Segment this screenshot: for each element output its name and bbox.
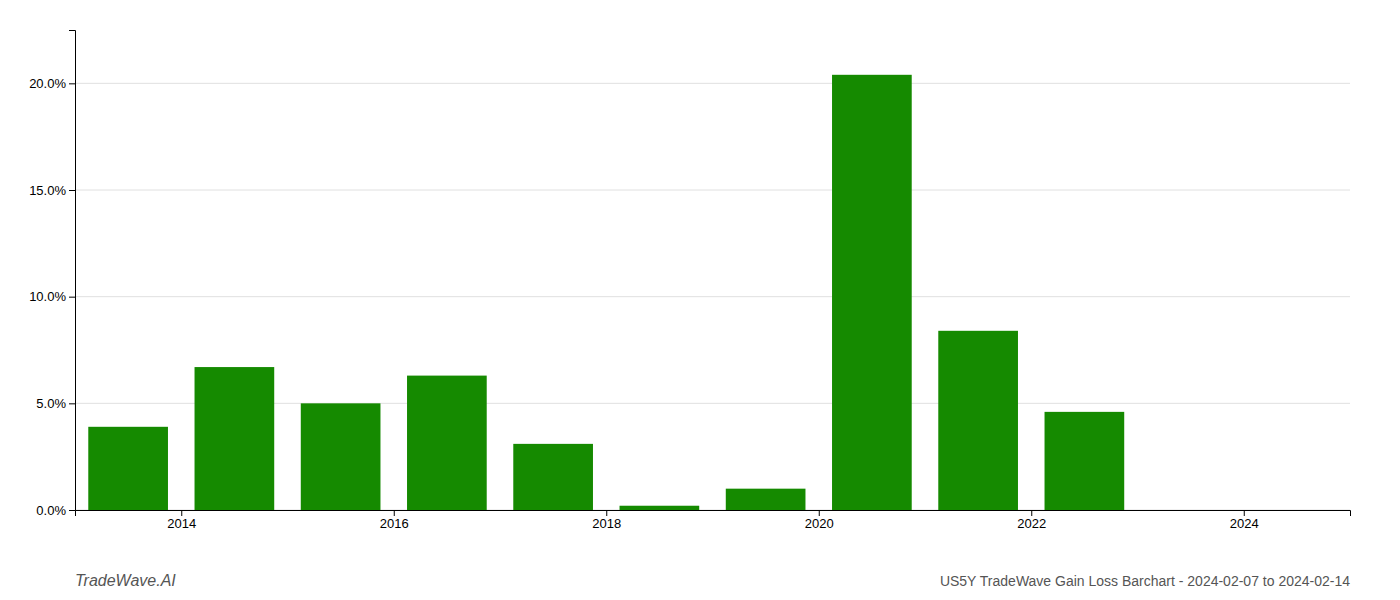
y-tick-label: 10.0% bbox=[29, 289, 66, 304]
x-tick: 2024 bbox=[1230, 510, 1259, 531]
y-tick: 0.0% bbox=[36, 503, 75, 518]
bar bbox=[938, 331, 1018, 510]
bar bbox=[88, 427, 168, 510]
grid-line bbox=[75, 190, 1350, 191]
y-tick-mark bbox=[69, 190, 75, 191]
bar bbox=[1045, 412, 1125, 510]
bar bbox=[513, 444, 593, 510]
x-tick: 2014 bbox=[167, 510, 196, 531]
chart: 2014 2016 2018 2020 2022 2024 0.0% 5.0% 10.0% 15.… bbox=[0, 0, 1400, 600]
y-tick-mark bbox=[69, 83, 75, 84]
bar bbox=[726, 489, 806, 510]
x-tick-mark bbox=[606, 510, 607, 516]
grid bbox=[75, 83, 1350, 510]
y-tick: 10.0% bbox=[29, 289, 75, 304]
y-tick-label: 0.0% bbox=[36, 503, 66, 518]
x-tick-label: 2022 bbox=[1017, 516, 1046, 531]
y-tick: 20.0% bbox=[29, 76, 75, 91]
annotation: TradeWave.AI bbox=[75, 572, 176, 589]
bar bbox=[1151, 510, 1231, 511]
plot-area: 2014 2016 2018 2020 2022 2024 0.0% 5.0% 10.0% 15.… bbox=[29, 31, 1350, 532]
bar bbox=[301, 403, 381, 510]
grid-line bbox=[75, 296, 1350, 297]
y-tick-mark bbox=[69, 297, 75, 298]
bar bbox=[407, 376, 487, 510]
y-axis: 0.0% 5.0% 10.0% 15.0% 20.0% bbox=[29, 31, 75, 518]
x-tick-mark bbox=[1244, 510, 1245, 516]
y-axis-line bbox=[69, 31, 76, 511]
x-tick-mark bbox=[819, 510, 820, 516]
x-tick: 2022 bbox=[1017, 510, 1046, 531]
x-tick-label: 2020 bbox=[805, 516, 834, 531]
x-axis-line bbox=[76, 511, 1351, 517]
x-axis: 2014 2016 2018 2020 2022 2024 bbox=[76, 510, 1351, 531]
x-tick: 2016 bbox=[380, 510, 409, 531]
x-tick: 2020 bbox=[805, 510, 834, 531]
x-tick-label: 2024 bbox=[1230, 516, 1259, 531]
y-tick-label: 15.0% bbox=[29, 183, 66, 198]
x-tick-mark bbox=[394, 510, 395, 516]
bar bbox=[832, 75, 912, 510]
x-tick-mark bbox=[1031, 510, 1032, 516]
x-tick-mark bbox=[181, 510, 182, 516]
bar bbox=[195, 367, 275, 510]
bars bbox=[88, 75, 1124, 510]
y-tick: 5.0% bbox=[36, 396, 75, 411]
x-tick-label: 2014 bbox=[167, 516, 196, 531]
title: US5Y TradeWave Gain Loss Barchart - 2024… bbox=[940, 573, 1350, 589]
x-tick-label: 2016 bbox=[380, 516, 409, 531]
x-tick: 2018 bbox=[592, 510, 621, 531]
y-tick-mark bbox=[69, 510, 75, 511]
y-tick-mark bbox=[69, 403, 75, 404]
y-tick-label: 5.0% bbox=[36, 396, 66, 411]
y-tick: 15.0% bbox=[29, 183, 75, 198]
bar bbox=[620, 506, 700, 510]
y-tick-label: 20.0% bbox=[29, 76, 66, 91]
x-tick-label: 2018 bbox=[592, 516, 621, 531]
grid-line bbox=[75, 83, 1350, 84]
